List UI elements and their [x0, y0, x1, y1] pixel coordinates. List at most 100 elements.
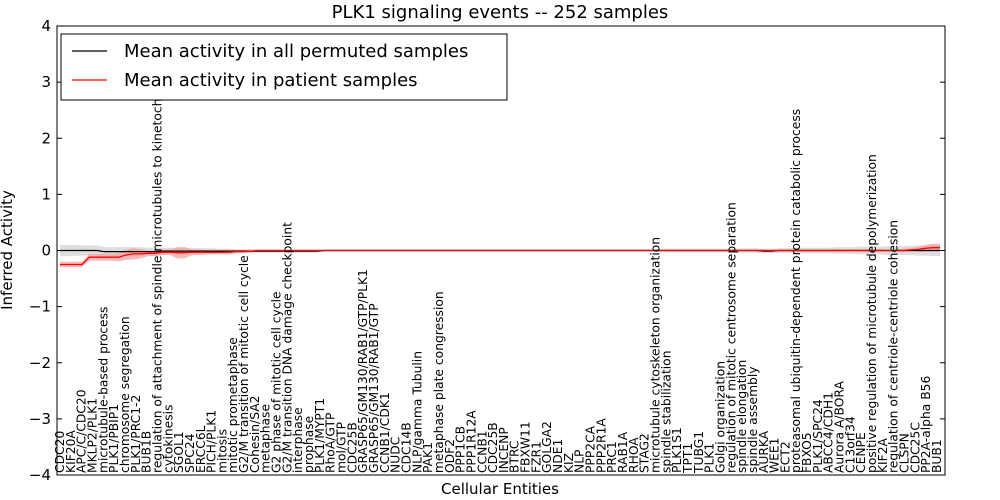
entity-label: NDE1 — [551, 439, 565, 473]
y-tick-label: 0 — [41, 242, 51, 260]
entity-label: mol/GTP — [335, 422, 349, 473]
entity-label: PPP2R1A — [594, 418, 608, 473]
entity-label: PPP1R12A — [464, 410, 478, 473]
entity-label: KIZ — [562, 453, 576, 473]
entity-label: CCNB1/CDK1 — [378, 392, 392, 473]
chart-title: PLK1 signaling events -- 252 samples — [332, 2, 669, 23]
y-tick-label: −1 — [29, 298, 51, 316]
entity-label: C13orf34 — [843, 416, 857, 473]
entity-label: spindle stabilization — [659, 350, 673, 472]
entity-label: TPT1 — [681, 443, 695, 474]
entity-label: microtubule-based process — [96, 307, 110, 473]
entity-label: FBXO5 — [800, 432, 814, 473]
entity-label: CDC14B — [400, 422, 414, 473]
entity-label: prophase — [302, 416, 316, 473]
entity-label: CLSPN — [898, 433, 912, 473]
entity-label: NLP — [573, 450, 587, 473]
entity-label: G2 phase of mitotic cell cycle — [270, 291, 284, 473]
entity-label: chromosome segregation — [118, 316, 132, 473]
y-tick-label: 4 — [41, 17, 51, 35]
x-axis-label: Cellular Entities — [441, 480, 559, 498]
entity-label: APC/C/CDC20 — [75, 389, 89, 473]
entity-label: KIF2A — [876, 437, 890, 473]
entity-label: CCNB1 — [475, 430, 489, 473]
entity-label: G2/M transition DNA damage checkpoint — [280, 222, 294, 473]
entity-label: PICH/PLK1 — [205, 410, 219, 473]
entity-label: BUB1B — [140, 431, 154, 473]
entity-label: regulation of centriole-centriole cohesi… — [887, 220, 901, 473]
entity-label: microtubule cytoskeleton organization — [649, 237, 663, 473]
entity-label: spindle elongation — [735, 360, 749, 473]
entity-label: GRASP65/GM130/RAB1/GTP/PLK1 — [356, 269, 370, 473]
entity-label: spindle assembly — [746, 366, 760, 473]
entity-label: FBXW11 — [519, 421, 533, 473]
entity-label: ODF2 — [443, 439, 457, 473]
legend-label-permuted: Mean activity in all permuted samples — [124, 41, 468, 62]
entity-label: GOLGA2 — [540, 421, 554, 473]
y-tick-label: −3 — [29, 410, 51, 428]
y-axis-label: Inferred Activity — [0, 190, 16, 310]
entity-label: NLP/gamma Tubulin — [410, 351, 424, 473]
legend: Mean activity in all permuted samples Me… — [60, 33, 508, 101]
entity-label: ABCC4/CDH1 — [822, 392, 836, 473]
entity-label: PLK1/PRC1-2 — [129, 395, 143, 473]
entity-label: cytokinesis — [161, 405, 175, 474]
entity-label: ECT2 — [778, 441, 792, 473]
entity-label: BTRC — [508, 440, 522, 472]
entity-label: SPC24 — [183, 433, 197, 473]
entity-label: regulation of attachment of spindle micr… — [150, 79, 164, 473]
series-1-line — [60, 247, 940, 266]
entity-label: ERCC6L — [194, 425, 208, 473]
entity-label: MKLP2/PLK1 — [86, 398, 100, 473]
entity-label: G2/M transition of mitotic cell cycle — [237, 255, 251, 473]
entity-label: PLK1S1 — [670, 427, 684, 473]
entity-label: proteasomal ubiquitin-dependent protein … — [789, 109, 803, 473]
entity-label: Cohesin/SA2 — [248, 396, 262, 474]
entity-label: RAB1A — [616, 431, 630, 473]
entity-label: PPP1CB — [454, 426, 468, 473]
entity-label: metaphase — [259, 404, 273, 473]
entity-label: TUBG1 — [692, 431, 706, 474]
entity-label: INCENP — [497, 427, 511, 473]
entity-label: PPP2CA — [584, 425, 598, 473]
y-tick-label: 2 — [41, 129, 51, 147]
y-tick-label: 3 — [41, 73, 51, 91]
entity-label: PAK1 — [421, 442, 435, 473]
entity-label: CENPE — [854, 432, 868, 473]
entity-label: CDC25C — [908, 422, 922, 473]
entity-label: PLK1 — [703, 443, 717, 473]
entity-label: PLK1/PBIP1 — [107, 404, 121, 473]
entity-label: PLK1/MYPT1 — [313, 398, 327, 473]
entity-label: CDC25B — [345, 422, 359, 473]
entity-label: AURKA — [757, 430, 771, 473]
entity-label: KIF20A — [64, 430, 78, 473]
entity-label: Aurora A/BORA — [833, 381, 847, 474]
y-tick-label: 1 — [41, 185, 51, 203]
entity-label: mitotic prometaphase — [226, 337, 240, 473]
entity-label: FZR1 — [529, 441, 543, 473]
entity-label: GRASP65/GM130/RAB1/GTP — [367, 303, 381, 473]
entity-label: metaphase plate congression — [432, 291, 446, 473]
entity-label: Golgi organization — [714, 361, 728, 473]
entity-label: RHOA — [627, 437, 641, 473]
entity-label: PRC1 — [605, 441, 619, 473]
legend-label-patient: Mean activity in patient samples — [124, 70, 418, 91]
entity-label: SGOL1 — [172, 431, 186, 473]
entity-label: WEE1 — [768, 437, 782, 473]
y-tick-label: −4 — [29, 466, 51, 484]
entity-label: PP2A-alpha B56 — [919, 376, 933, 473]
legend-frame — [60, 33, 508, 101]
entity-label: CDC20 — [53, 431, 67, 473]
entity-label: STAG2 — [638, 433, 652, 473]
entity-label: positive regulation of microtubule depol… — [865, 154, 879, 473]
entity-label: BUB1 — [930, 439, 944, 473]
entity-label: interphase — [291, 407, 305, 473]
entity-label: regulation of mitotic centrosome separat… — [724, 202, 738, 473]
entity-label: NUDC — [389, 437, 403, 473]
entity-label: CDC25B — [486, 422, 500, 473]
y-tick-label: −2 — [29, 354, 51, 372]
entity-label: mitosis — [215, 429, 229, 473]
entity-label: RhoA/GTP — [324, 413, 338, 473]
entity-label: PLK1/SPC24 — [811, 399, 825, 473]
